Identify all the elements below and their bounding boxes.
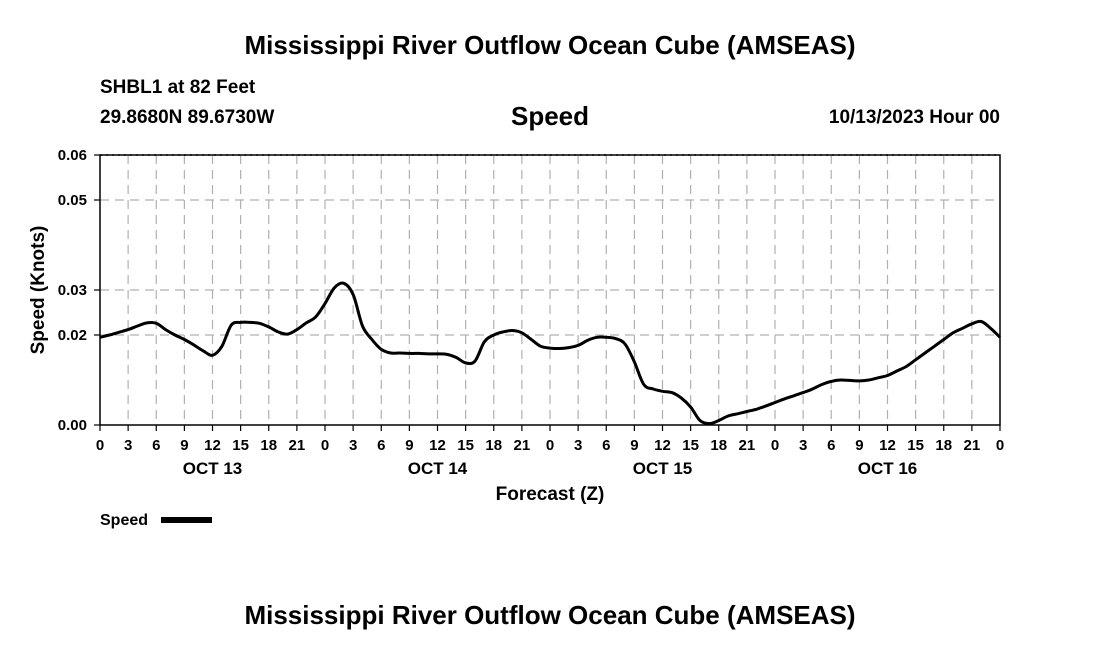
y-tick-label: 0.03	[58, 282, 87, 299]
x-tick-label: 9	[855, 437, 863, 454]
x-tick-label: 15	[907, 437, 924, 454]
series-layer	[99, 281, 1002, 426]
x-axis-label: Forecast (Z)	[496, 484, 605, 505]
x-tick-label: 12	[204, 437, 221, 454]
x-tick-label: 3	[124, 437, 132, 454]
x-tick-label: 0	[321, 437, 329, 454]
x-tick-label: 9	[405, 437, 413, 454]
x-tick-label: 15	[232, 437, 249, 454]
x-tick-label: 21	[964, 437, 981, 454]
x-tick-label: 3	[799, 437, 807, 454]
ticks	[94, 154, 1001, 431]
x-tick-label: 21	[739, 437, 756, 454]
x-tick-label: 12	[429, 437, 446, 454]
date-label: OCT 13	[183, 459, 243, 478]
x-tick-label: 18	[935, 437, 952, 454]
x-tick-label: 18	[485, 437, 502, 454]
grid	[100, 155, 1000, 425]
x-tick-label: 0	[546, 437, 554, 454]
plot-frame	[99, 154, 1001, 426]
chart-title: Mississippi River Outflow Ocean Cube (AM…	[244, 30, 856, 60]
y-tick-label: 0.06	[58, 147, 87, 164]
x-tick-label: 9	[630, 437, 638, 454]
x-tick-label: 18	[260, 437, 277, 454]
legend-swatch	[161, 517, 212, 523]
coordinates-label: 29.8680N 89.6730W	[100, 107, 275, 128]
legend-label: Speed	[100, 512, 148, 529]
x-tick-label: 0	[996, 437, 1004, 454]
date-label: OCT 15	[633, 459, 693, 478]
speed-chart: 0 3 6 9 12 15 18 21 0 3 6 9 12 15 18 21 0 3 6 9 12 15 18 21 0 3 6 9…	[28, 147, 1004, 529]
chart-subtitle: Speed	[510, 101, 590, 131]
date-label: OCT 14	[408, 459, 468, 478]
x-tick-label: 12	[879, 437, 896, 454]
y-tick-label: 0.05	[58, 192, 87, 209]
x-tick-label: 9	[180, 437, 188, 454]
x-tick-label: 0	[96, 437, 104, 454]
y-tick-label: 0.00	[58, 417, 87, 434]
station-label: SHBL1 at 82 Feet	[100, 77, 256, 98]
footer-title: Mississippi River Outflow Ocean Cube (AM…	[244, 600, 856, 630]
x-tick-label: 21	[289, 437, 306, 454]
y-tick-label: 0.02	[58, 327, 87, 344]
x-tick-label: 6	[377, 437, 385, 454]
x-tick-label: 0	[771, 437, 779, 454]
speed-series-line	[99, 281, 1002, 426]
x-tick-label: 3	[574, 437, 582, 454]
x-tick-label: 6	[827, 437, 835, 454]
x-tick-label: 12	[654, 437, 671, 454]
x-tick-label: 15	[457, 437, 474, 454]
date-label: OCT 16	[858, 459, 918, 478]
tick-labels: 0 3 6 9 12 15 18 21 0 3 6 9 12 15 18 21 0 3 6 9 12 15 18 21 0 3 6 9…	[58, 147, 1004, 478]
x-tick-label: 6	[152, 437, 160, 454]
forecast-datetime: 10/13/2023 Hour 00	[828, 107, 1000, 128]
x-tick-label: 21	[514, 437, 531, 454]
x-tick-label: 3	[349, 437, 357, 454]
x-tick-label: 6	[602, 437, 610, 454]
x-tick-label: 18	[710, 437, 727, 454]
y-axis-label: Speed (Knots)	[28, 226, 49, 355]
x-tick-label: 15	[682, 437, 699, 454]
